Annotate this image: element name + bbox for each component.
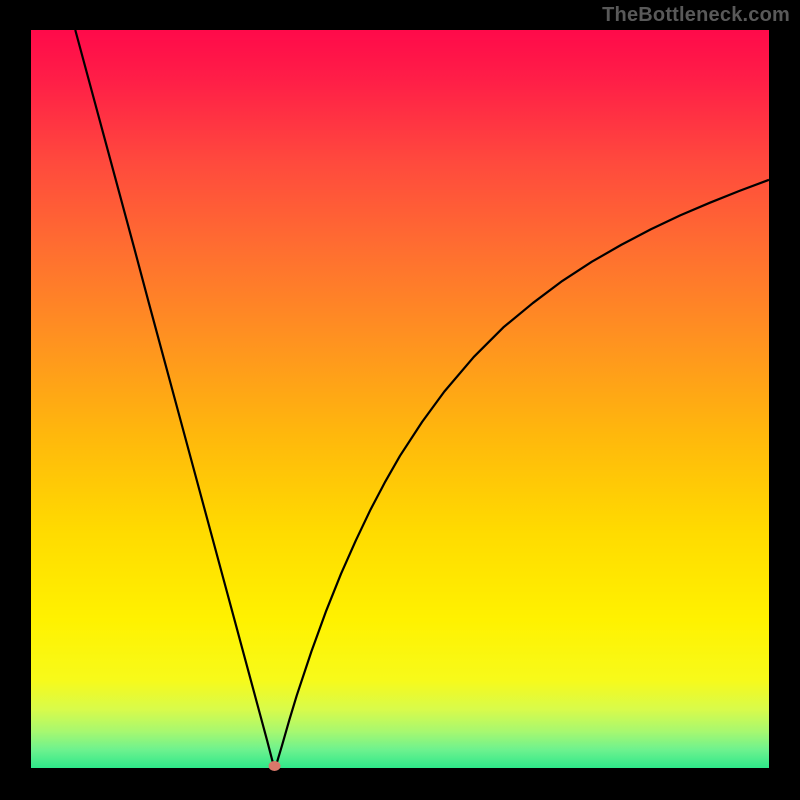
chart-svg <box>0 0 800 800</box>
optimal-marker <box>269 761 281 771</box>
watermark-text: TheBottleneck.com <box>602 4 790 27</box>
bottleneck-chart: TheBottleneck.com <box>0 0 800 800</box>
chart-background <box>31 30 769 768</box>
